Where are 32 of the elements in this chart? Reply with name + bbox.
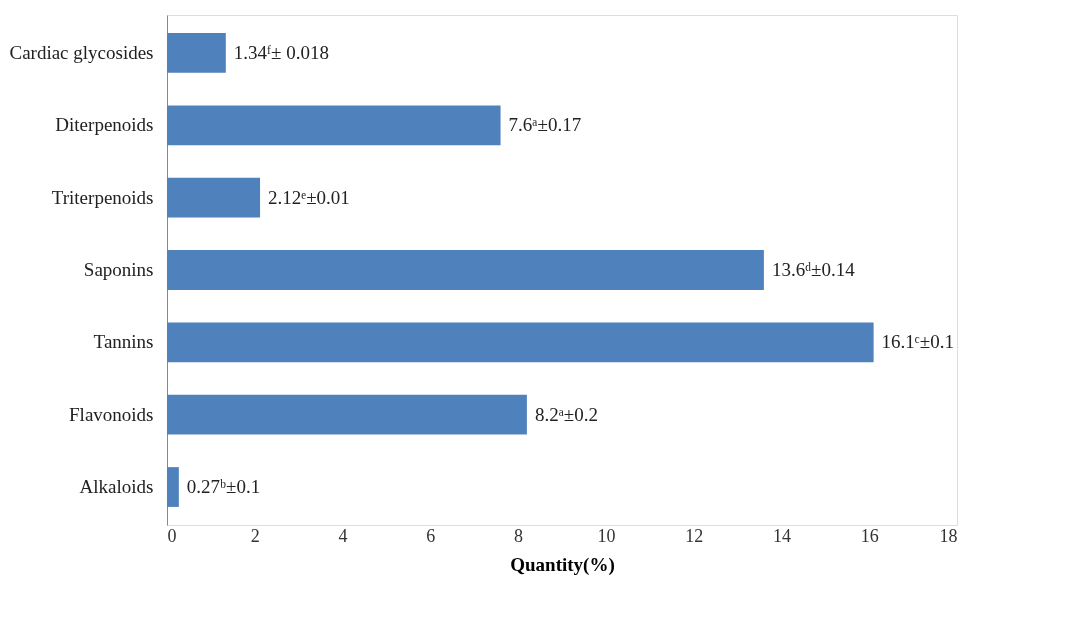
y-tick-label: Triterpenoids <box>51 186 154 208</box>
y-tick-label: Diterpenoids <box>55 114 154 136</box>
bar <box>167 467 179 507</box>
data-label: 2.12ᵉ±0.01 <box>268 186 350 208</box>
x-tick-label: 12 <box>685 525 704 546</box>
x-axis-title: Quantity(%) <box>510 553 615 576</box>
data-label: 7.6ᵃ±0.17 <box>508 114 582 136</box>
x-tick-label: 8 <box>514 525 524 546</box>
x-tick-label: 18 <box>939 525 958 546</box>
data-label: 13.6ᵈ±0.14 <box>771 259 856 280</box>
bar <box>167 33 226 73</box>
data-label: 16.1ᶜ±0.1 <box>881 331 954 353</box>
y-tick-label: Saponins <box>83 259 154 280</box>
data-label: 1.34ᶠ± 0.018 <box>233 41 329 63</box>
x-tick-label: 0 <box>167 525 177 546</box>
data-label: 0.27ᵇ±0.1 <box>186 476 261 498</box>
y-tick-label: Flavonoids <box>69 403 154 425</box>
x-tick-label: 10 <box>597 525 616 546</box>
y-tick-label: Cardiac glycosides <box>9 41 154 63</box>
data-label: 8.2ᵃ±0.2 <box>534 403 599 425</box>
x-tick-label: 2 <box>250 525 260 546</box>
x-tick-label: 6 <box>426 525 436 546</box>
bar <box>167 105 501 146</box>
y-tick-label: Tannins <box>93 331 154 353</box>
bar <box>167 250 764 290</box>
x-tick-label: 16 <box>860 525 879 546</box>
x-tick-label: 14 <box>772 525 791 546</box>
x-tick-label: 4 <box>338 525 348 546</box>
bar <box>167 394 527 435</box>
bar <box>167 322 874 363</box>
bar <box>167 177 261 218</box>
y-tick-label: Alkaloids <box>79 476 154 498</box>
